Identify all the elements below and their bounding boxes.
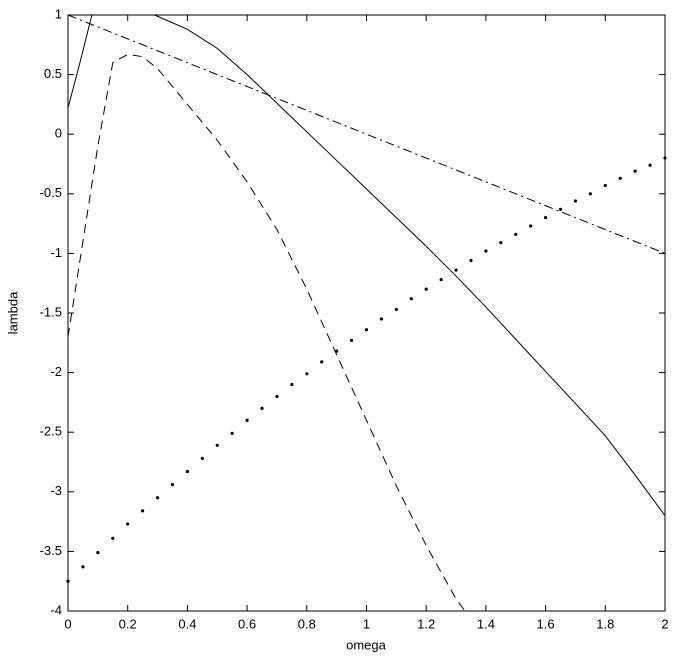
data-point (484, 249, 488, 253)
line-series (67, 14, 93, 109)
data-point (245, 418, 249, 422)
plot-frame (67, 14, 666, 612)
y-tick-label: -4 (50, 602, 62, 617)
data-point (185, 469, 189, 474)
data-point (200, 456, 204, 461)
data-point (66, 579, 70, 583)
data-point (290, 382, 294, 387)
data-point (424, 287, 428, 291)
data-point (633, 169, 637, 173)
data-point (126, 522, 130, 526)
data-point (558, 207, 563, 211)
y-tick-label: -2 (50, 364, 62, 379)
data-point (409, 297, 413, 301)
data-point (573, 199, 578, 203)
y-tick-label: -3 (50, 483, 62, 498)
x-tick-label: 2 (661, 616, 668, 631)
x-tick-label: 0.2 (119, 616, 137, 631)
x-tick-label: 0.8 (298, 616, 316, 631)
y-tick-label: 0.5 (44, 66, 62, 81)
y-tick-label: -3.5 (40, 543, 62, 558)
data-point (96, 550, 100, 555)
data-point (141, 509, 145, 513)
data-point (588, 192, 592, 196)
data-point (215, 443, 219, 447)
data-point (648, 163, 652, 167)
data-point (305, 372, 309, 376)
data-point (529, 224, 533, 228)
data-point (544, 216, 548, 220)
data-point (379, 317, 384, 321)
data-point (275, 394, 279, 399)
data-point (260, 406, 264, 410)
x-axis-label: omega (346, 637, 387, 652)
x-tick-label: 1.2 (417, 616, 435, 631)
line-series (67, 53, 466, 612)
data-point (439, 278, 443, 282)
data-point (603, 183, 607, 188)
y-tick-label: -1.5 (40, 304, 62, 319)
x-tick-label: 1.8 (596, 616, 614, 631)
data-point (454, 268, 458, 272)
data-point (469, 258, 473, 263)
data-point (155, 496, 160, 500)
y-tick-label: -2.5 (40, 424, 62, 439)
data-point (335, 349, 339, 353)
x-tick-label: 1 (363, 616, 370, 631)
data-point (663, 156, 667, 160)
data-point (618, 176, 622, 180)
x-tick-label: 0.4 (178, 616, 196, 631)
y-tick-label: -1 (50, 245, 62, 260)
y-tick-label: 0 (55, 126, 62, 141)
data-point (364, 328, 369, 332)
data-point (81, 565, 85, 569)
x-tick-label: 1.6 (537, 616, 555, 631)
x-tick-label: 0.6 (238, 616, 256, 631)
x-tick-label: 0 (64, 616, 71, 631)
y-tick-label: -0.5 (40, 185, 62, 200)
data-point (499, 241, 503, 245)
data-point (349, 338, 354, 343)
data-point (514, 232, 518, 236)
line-series (67, 14, 666, 254)
y-axis-label: lambda (5, 291, 20, 334)
x-tick-label: 1.4 (477, 616, 495, 631)
data-point (111, 536, 115, 540)
y-tick-label: 1 (55, 6, 62, 21)
data-point (230, 431, 234, 435)
line-series (154, 14, 666, 516)
data-point (320, 360, 324, 364)
data-point (394, 307, 398, 312)
data-point (170, 483, 175, 487)
